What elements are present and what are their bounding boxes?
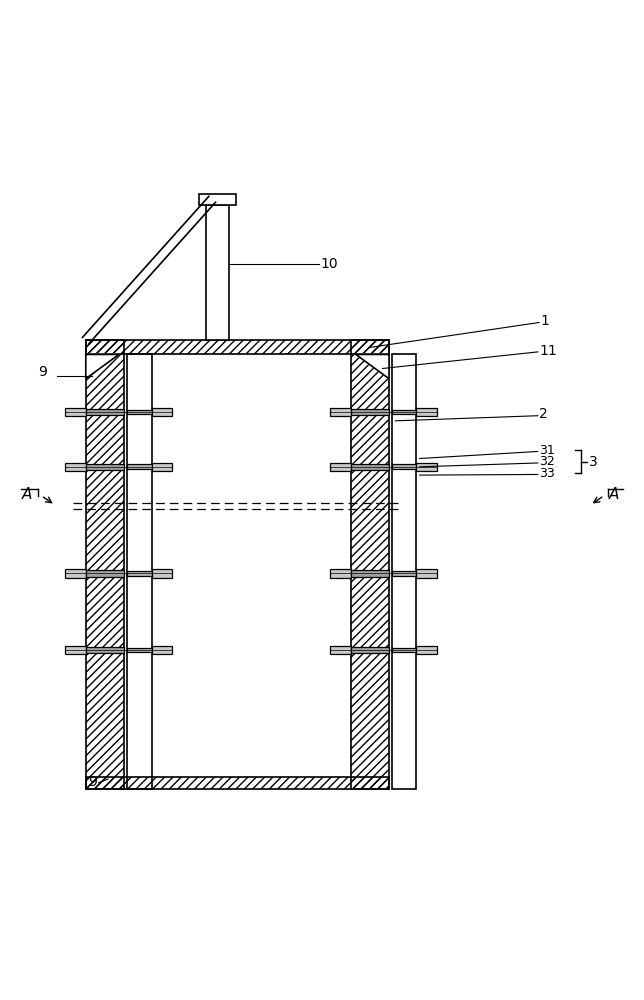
Bar — [86, 647, 124, 653]
Bar — [351, 647, 389, 653]
Bar — [65, 646, 86, 654]
Bar — [151, 646, 172, 654]
Bar — [128, 648, 151, 652]
Text: 11: 11 — [539, 344, 557, 358]
Text: 31: 31 — [539, 444, 555, 457]
Bar — [128, 410, 151, 414]
Bar — [86, 777, 389, 789]
Bar — [351, 570, 389, 577]
Bar — [128, 571, 151, 576]
Text: 9: 9 — [88, 775, 97, 789]
Bar — [330, 569, 351, 578]
Bar — [351, 340, 389, 789]
Text: 10: 10 — [321, 257, 338, 271]
Bar — [351, 409, 389, 415]
Bar — [86, 340, 124, 789]
Bar — [417, 408, 437, 416]
Bar — [207, 205, 229, 340]
Bar — [392, 648, 417, 652]
Bar — [330, 646, 351, 654]
Text: 9: 9 — [39, 365, 48, 379]
Bar — [351, 464, 389, 470]
Bar — [392, 354, 417, 789]
Bar — [86, 464, 124, 470]
Bar — [86, 570, 124, 577]
Bar — [392, 410, 417, 414]
Bar — [128, 464, 151, 469]
Text: A: A — [609, 487, 620, 502]
Text: 2: 2 — [539, 407, 548, 421]
Bar — [330, 408, 351, 416]
Polygon shape — [356, 354, 389, 379]
Bar — [417, 569, 437, 578]
Text: 32: 32 — [539, 455, 555, 468]
Bar — [330, 463, 351, 471]
Bar — [151, 463, 172, 471]
Bar — [128, 354, 151, 789]
Bar — [392, 464, 417, 469]
Bar — [151, 408, 172, 416]
Text: 33: 33 — [539, 467, 555, 480]
Bar — [392, 571, 417, 576]
Polygon shape — [86, 354, 119, 379]
Bar — [86, 409, 124, 415]
Bar — [417, 646, 437, 654]
Text: A: A — [22, 487, 32, 502]
Bar — [417, 463, 437, 471]
Text: 3: 3 — [589, 455, 598, 469]
Bar — [86, 340, 389, 354]
Bar — [151, 569, 172, 578]
Bar — [200, 194, 236, 205]
Text: 1: 1 — [540, 314, 549, 328]
Bar — [65, 569, 86, 578]
Bar — [65, 463, 86, 471]
Bar — [65, 408, 86, 416]
